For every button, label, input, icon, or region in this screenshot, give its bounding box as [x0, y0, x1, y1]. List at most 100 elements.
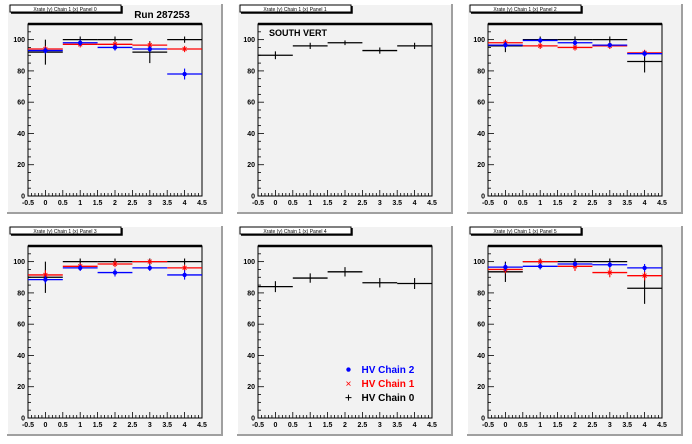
data-point [43, 48, 48, 53]
data-point [182, 71, 187, 77]
x-tick-label: 4.5 [427, 200, 437, 207]
x-tick-label: 0 [273, 422, 277, 429]
x-tick-label: 4.5 [657, 200, 667, 207]
x-tick-label: 3.5 [162, 422, 172, 429]
y-tick-label: 80 [247, 68, 255, 75]
data-point [572, 261, 578, 267]
x-tick-label: 2.5 [128, 200, 138, 207]
data-point [503, 264, 508, 270]
y-tick-label: 80 [477, 290, 485, 297]
y-tick-label: 100 [13, 37, 25, 44]
data-point [147, 46, 152, 52]
pad-bevel-dark [237, 4, 453, 214]
x-tick-label: 3 [608, 422, 612, 429]
title-box [239, 226, 352, 235]
x-tick-label: 0 [43, 200, 47, 207]
x-tick-label: 1 [308, 422, 312, 429]
title-box [469, 4, 582, 13]
chart-title: Xrate (y) Chain 1 (x) Panel 5 [493, 229, 557, 235]
x-tick-label: 3.5 [162, 200, 172, 207]
pad-bevel-dark [467, 4, 683, 214]
chart-title: Xrate (y) Chain 1 (x) Panel 2 [493, 7, 557, 13]
x-tick-label: 3.5 [622, 200, 632, 207]
y-tick-label: 0 [481, 416, 485, 423]
chart-title: Xrate (y) Chain 1 (x) Panel 3 [33, 229, 97, 235]
plot-frame [487, 245, 663, 419]
pad-bevel-light [236, 225, 452, 435]
y-tick-label: 40 [17, 353, 25, 360]
x-tick-label: 1.5 [553, 422, 563, 429]
y-tick-label: 100 [473, 37, 485, 44]
x-tick-label: 1.5 [93, 422, 103, 429]
pad-bevel-light [466, 3, 682, 213]
data-point [503, 42, 508, 48]
y-tick-label: 60 [477, 100, 485, 107]
pad-bevel-light [466, 225, 682, 435]
y-tick-label: 20 [17, 162, 25, 169]
y-tick-label: 0 [21, 194, 25, 201]
y-tick-label: 60 [17, 100, 25, 107]
title-box [469, 226, 582, 235]
x-tick-label: 0 [43, 422, 47, 429]
x-tick-label: 1 [308, 200, 312, 207]
chart-panel-2: Xrate (y) Chain 1 (x) Panel 2-0.5 0 0.5 1 1.… [466, 3, 683, 214]
x-tick-label: 0 [503, 422, 507, 429]
y-tick-label: 20 [247, 384, 255, 391]
x-tick-label: 2.5 [588, 422, 598, 429]
y-tick-label: 20 [477, 162, 485, 169]
pad-bevel-light [236, 3, 452, 213]
chart-title: Xrate (y) Chain 1 (x) Panel 4 [263, 229, 327, 235]
title-box [9, 4, 122, 13]
data-point [572, 45, 578, 50]
chart-panel-0: Xrate (y) Chain 1 (x) Panel 0-0.5 0 0.5 1 1.… [6, 3, 223, 214]
legend-label: HV Chain 2 [361, 365, 414, 376]
x-tick-label: 3.5 [392, 200, 402, 207]
x-tick-label: 3.5 [392, 422, 402, 429]
title-box-shadow [471, 6, 583, 14]
data-point [642, 51, 647, 56]
y-tick-label: 20 [17, 384, 25, 391]
legend-marker [346, 367, 351, 372]
title-box-shadow [241, 228, 353, 236]
y-tick-label: 80 [17, 290, 25, 297]
legend-label: HV Chain 1 [361, 379, 414, 390]
data-point [538, 264, 543, 269]
x-tick-label: 1 [538, 200, 542, 207]
y-tick-label: 40 [247, 353, 255, 360]
pad-bevel-dark [7, 226, 223, 436]
data-point [537, 43, 543, 49]
x-tick-label: 2 [113, 200, 117, 207]
y-tick-label: 80 [17, 68, 25, 75]
chart-panel-4: Xrate (y) Chain 1 (x) Panel 4-0.5 0 0.5 1 1.… [236, 225, 453, 436]
x-tick-label: 1 [78, 422, 82, 429]
data-point [537, 259, 543, 264]
x-tick-label: 4 [643, 422, 647, 429]
y-tick-label: 20 [477, 384, 485, 391]
x-tick-label: 3 [148, 422, 152, 429]
x-tick-label: 4.5 [197, 422, 207, 429]
y-tick-label: 40 [477, 353, 485, 360]
x-tick-label: 2.5 [358, 422, 368, 429]
x-tick-label: 1.5 [323, 200, 333, 207]
x-tick-label: 2.5 [128, 422, 138, 429]
chart-panel-1: Xrate (y) Chain 1 (x) Panel 1-0.5 0 0.5 1 1.… [236, 3, 453, 214]
data-point [642, 273, 647, 278]
x-tick-label: 4.5 [427, 422, 437, 429]
x-tick-label: 0.5 [58, 200, 68, 207]
x-tick-label: -0.5 [22, 200, 34, 207]
pad-bevel-light [6, 3, 222, 213]
x-tick-label: 4.5 [197, 200, 207, 207]
title-box-shadow [11, 228, 123, 236]
pad-bevel-dark [7, 4, 223, 214]
x-tick-label: 2 [573, 422, 577, 429]
y-tick-label: 100 [13, 259, 25, 266]
x-tick-label: 4 [183, 200, 187, 207]
data-point [147, 259, 153, 264]
x-tick-label: 1.5 [93, 200, 103, 207]
x-tick-label: 4 [183, 422, 187, 429]
y-tick-label: 40 [477, 131, 485, 138]
x-tick-label: 2 [343, 200, 347, 207]
chart-title: Xrate (y) Chain 1 (x) Panel 0 [33, 7, 97, 13]
data-point [147, 42, 153, 48]
